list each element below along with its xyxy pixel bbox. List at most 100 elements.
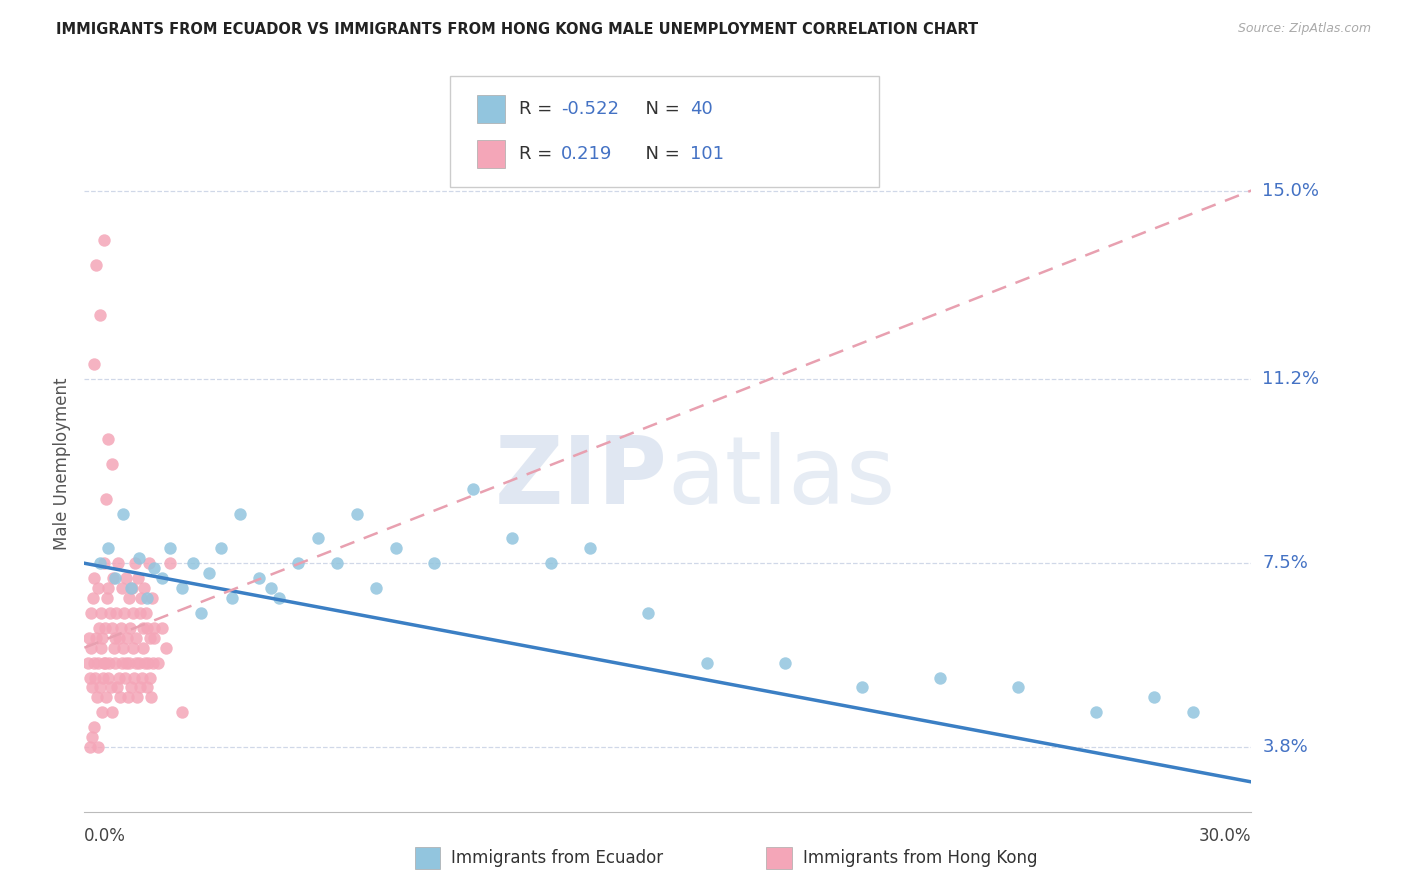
- Point: [122, 606, 145, 620]
- Point: [1007, 681, 1029, 695]
- Text: -0.522: -0.522: [561, 100, 619, 118]
- Point: [101, 571, 124, 585]
- Point: [127, 690, 149, 705]
- Point: [122, 671, 145, 685]
- Point: [125, 656, 148, 670]
- Point: [90, 640, 112, 655]
- Point: [121, 640, 143, 655]
- Point: [118, 656, 141, 670]
- Point: [247, 571, 270, 585]
- Text: ZIP: ZIP: [495, 432, 668, 524]
- Point: [84, 671, 107, 685]
- Point: [190, 606, 212, 620]
- Point: [1084, 706, 1107, 720]
- Point: [326, 556, 349, 570]
- Point: [229, 507, 252, 521]
- Point: [209, 541, 232, 556]
- Point: [155, 640, 177, 655]
- Point: [77, 656, 100, 670]
- Point: [150, 571, 173, 585]
- Point: [108, 631, 131, 645]
- Point: [135, 681, 157, 695]
- Point: [134, 656, 156, 670]
- Point: [423, 556, 446, 570]
- Point: [93, 656, 115, 670]
- Point: [127, 571, 149, 585]
- Point: [80, 640, 103, 655]
- Point: [79, 606, 101, 620]
- Point: [104, 656, 127, 670]
- Y-axis label: Male Unemployment: Male Unemployment: [53, 377, 72, 550]
- Point: [1143, 690, 1166, 705]
- Point: [91, 671, 114, 685]
- Point: [87, 656, 110, 670]
- Point: [97, 541, 120, 556]
- Point: [112, 606, 135, 620]
- Point: [115, 656, 138, 670]
- Text: atlas: atlas: [668, 432, 896, 524]
- Point: [114, 571, 136, 585]
- Point: [100, 681, 122, 695]
- Point: [143, 561, 166, 575]
- Point: [83, 720, 105, 734]
- Point: [132, 621, 155, 635]
- Point: [100, 457, 122, 471]
- Text: R =: R =: [519, 100, 558, 118]
- Point: [267, 591, 290, 605]
- Point: [773, 656, 796, 670]
- Point: [94, 690, 117, 705]
- Point: [117, 690, 139, 705]
- Point: [929, 671, 952, 685]
- Point: [93, 233, 115, 247]
- Point: [101, 706, 124, 720]
- Point: [260, 581, 283, 595]
- Point: [97, 432, 120, 446]
- Point: [83, 571, 105, 585]
- Point: [91, 631, 114, 645]
- Text: 101: 101: [690, 145, 724, 163]
- Point: [98, 656, 121, 670]
- Text: IMMIGRANTS FROM ECUADOR VS IMMIGRANTS FROM HONG KONG MALE UNEMPLOYMENT CORRELATI: IMMIGRANTS FROM ECUADOR VS IMMIGRANTS FR…: [56, 22, 979, 37]
- Point: [138, 671, 160, 685]
- Point: [501, 532, 523, 546]
- Point: [111, 581, 134, 595]
- Point: [136, 621, 159, 635]
- Point: [287, 556, 309, 570]
- Point: [103, 640, 125, 655]
- Point: [851, 681, 873, 695]
- Point: [346, 507, 368, 521]
- Point: [696, 656, 718, 670]
- Point: [463, 482, 485, 496]
- Text: 0.219: 0.219: [561, 145, 613, 163]
- Point: [107, 671, 129, 685]
- Text: Source: ZipAtlas.com: Source: ZipAtlas.com: [1237, 22, 1371, 36]
- Point: [89, 621, 111, 635]
- Point: [112, 640, 135, 655]
- Point: [366, 581, 388, 595]
- Text: 40: 40: [690, 100, 713, 118]
- Text: Immigrants from Ecuador: Immigrants from Ecuador: [451, 849, 664, 867]
- Point: [1181, 706, 1204, 720]
- Point: [97, 671, 120, 685]
- Text: 11.2%: 11.2%: [1263, 370, 1320, 388]
- Text: 30.0%: 30.0%: [1199, 827, 1251, 845]
- Point: [198, 566, 221, 581]
- Point: [86, 581, 108, 595]
- Point: [90, 606, 112, 620]
- Point: [82, 730, 104, 744]
- Point: [111, 656, 134, 670]
- Point: [105, 681, 128, 695]
- Point: [98, 606, 121, 620]
- Point: [307, 532, 329, 546]
- Point: [104, 571, 127, 585]
- Point: [83, 358, 105, 372]
- Point: [114, 671, 136, 685]
- Point: [110, 621, 132, 635]
- Point: [97, 581, 120, 595]
- Point: [132, 640, 155, 655]
- Point: [84, 258, 107, 272]
- Point: [128, 656, 150, 670]
- Point: [107, 556, 129, 570]
- Point: [87, 740, 110, 755]
- Point: [90, 706, 112, 720]
